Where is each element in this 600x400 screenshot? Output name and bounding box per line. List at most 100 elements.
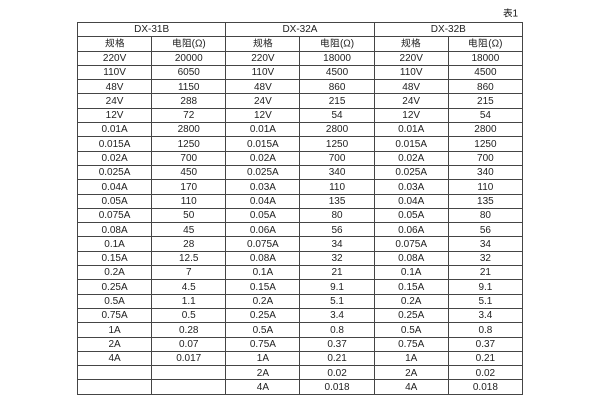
resistance-cell: 6050 [151, 64, 227, 81]
resistance-cell: 54 [299, 107, 375, 124]
cjk-glyph [253, 38, 263, 48]
resistance-cell: 0.21 [447, 350, 524, 367]
spec-cell: 0.15A [373, 279, 449, 295]
resistance-cell: 7 [151, 265, 227, 281]
cjk-glyph [502, 8, 512, 18]
table-row: 0.25A 4.5 0.15A 9.1 0.15A 9.1 [76, 279, 524, 295]
spec-cell: 0.075A [76, 207, 153, 224]
spec-cell: 0.025A [373, 164, 449, 181]
column-header-row: (Ω) (Ω) (Ω) [76, 36, 524, 52]
resistance-cell: 700 [299, 150, 375, 166]
resistance-cell: 1250 [299, 136, 375, 152]
spec-cell: 0.02A [76, 150, 153, 166]
spec-cell: 0.2A [76, 265, 153, 281]
resistance-cell: 0.02 [299, 365, 375, 381]
spec-cell: 0.2A [373, 293, 449, 309]
spec-cell: 12V [225, 107, 301, 124]
resistance-cell: 18000 [447, 50, 524, 66]
spec-cell: 24V [225, 93, 301, 109]
resistance-cell: 135 [447, 193, 524, 209]
spec-cell: 0.15A [76, 250, 153, 267]
resistance-cell: 28 [151, 236, 227, 252]
resistance-cell: 110 [447, 179, 524, 195]
spec-cell [76, 379, 153, 395]
resistance-cell: 2800 [447, 122, 524, 138]
spec-column-header [225, 36, 301, 52]
spec-cell: 0.08A [225, 250, 301, 267]
spec-column-header [76, 36, 153, 52]
spec-cell: 1A [373, 350, 449, 367]
resistance-cell: 0.37 [447, 336, 524, 352]
table-row: 2A 0.02 2A 0.02 [76, 365, 524, 381]
resistance-cell: 56 [447, 222, 524, 238]
resistance-cell: 0.37 [299, 336, 375, 352]
cjk-glyph [401, 38, 411, 48]
table-row: 24V 288 24V 215 24V 215 [76, 93, 524, 109]
spec-cell: 0.075A [225, 236, 301, 252]
resistance-cell: 0.8 [299, 322, 375, 338]
cjk-glyph [321, 38, 330, 48]
spec-cell: 2A [225, 365, 301, 381]
resistance-cell: 80 [299, 207, 375, 224]
spec-cell: 2A [373, 365, 449, 381]
resistance-cell: 2800 [299, 122, 375, 138]
spec-cell: 12V [76, 107, 153, 124]
table-row: 0.15A 12.5 0.08A 32 0.08A 32 [76, 250, 524, 267]
spec-cell: 24V [76, 93, 153, 109]
spec-cell: 0.1A [76, 236, 153, 252]
resistance-cell: 700 [151, 150, 227, 166]
spec-cell: 220V [76, 50, 153, 66]
resistance-cell: 34 [447, 236, 524, 252]
spec-cell: 4A [76, 350, 153, 367]
spec-cell: 0.01A [76, 122, 153, 138]
spec-cell: 0.15A [225, 279, 301, 295]
resistance-cell: 56 [299, 222, 375, 238]
resistance-cell: 80 [447, 207, 524, 224]
resistance-cell: 450 [151, 164, 227, 181]
spec-cell: 0.04A [225, 193, 301, 209]
spec-cell: 0.08A [373, 250, 449, 267]
spec-cell: 24V [373, 93, 449, 109]
spec-cell: 0.02A [225, 150, 301, 166]
resistance-cell: 18000 [299, 50, 375, 66]
resistance-cell: 21 [447, 265, 524, 281]
resistance-cell: 20000 [151, 50, 227, 66]
resistance-cell: 34 [299, 236, 375, 252]
cjk-glyph [105, 38, 115, 48]
spec-cell: 0.02A [373, 150, 449, 166]
spec-cell: 0.25A [373, 307, 449, 324]
resistance-cell: 9.1 [299, 279, 375, 295]
cjk-glyph [182, 38, 192, 48]
spec-cell: 0.2A [225, 293, 301, 309]
spec-cell: 0.015A [373, 136, 449, 152]
spec-cell: 0.06A [225, 222, 301, 238]
resistance-cell: 215 [447, 93, 524, 109]
resistance-cell: 0.018 [299, 379, 375, 395]
spec-cell: 48V [373, 79, 449, 95]
resistance-cell: 1.1 [151, 293, 227, 309]
table-row: 0.05A 110 0.04A 135 0.04A 135 [76, 193, 524, 209]
spec-cell: 0.075A [373, 236, 449, 252]
spec-cell: 1A [225, 350, 301, 367]
spec-cell: 0.03A [225, 179, 301, 195]
spec-cell: 4A [373, 379, 449, 395]
spec-cell: 0.75A [76, 307, 153, 324]
resistance-cell: 215 [299, 93, 375, 109]
resistance-cell: 0.07 [151, 336, 227, 352]
spec-cell: 0.75A [225, 336, 301, 352]
resistance-cell: 135 [299, 193, 375, 209]
resistance-cell: 0.018 [447, 379, 524, 395]
table-row: 0.02A 700 0.02A 700 0.02A 700 [76, 150, 524, 166]
spec-cell: 0.05A [225, 207, 301, 224]
resistance-cell: 3.4 [299, 307, 375, 324]
resistance-column-header: (Ω) [151, 36, 227, 52]
spec-cell: 0.01A [225, 122, 301, 138]
spec-cell: 0.015A [76, 136, 153, 152]
resistance-cell: 288 [151, 93, 227, 109]
resistance-column-header: (Ω) [447, 36, 524, 52]
resistance-cell: 32 [299, 250, 375, 267]
table-row: 0.1A 28 0.075A 34 0.075A 34 [76, 236, 524, 252]
spec-cell: 4A [225, 379, 301, 395]
table-row: 12V 72 12V 54 12V 54 [76, 107, 524, 124]
